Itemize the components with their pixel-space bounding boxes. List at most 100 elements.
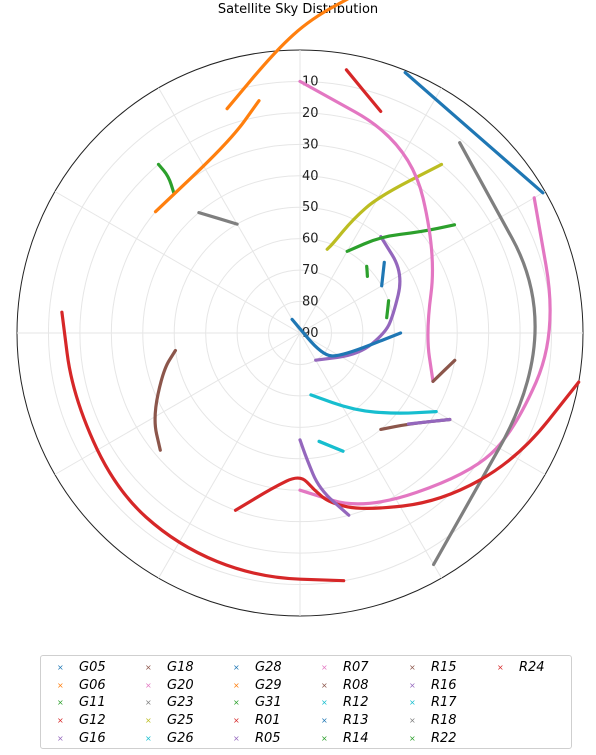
track-R15 (431, 358, 457, 383)
grid-spoke (158, 332, 301, 579)
legend-item: × R01 (229, 712, 317, 730)
legend-marker: × (409, 716, 416, 726)
radial-tick-label: 40 (302, 169, 319, 184)
legend-marker: × (145, 680, 152, 690)
track-R05 (298, 438, 351, 517)
legend-marker: × (57, 680, 64, 690)
legend-label: R01 (255, 713, 281, 729)
legend-item: × R07 (317, 659, 405, 677)
legend-item: × R22 (405, 729, 493, 747)
track-R14 (365, 264, 369, 278)
track-G26 (309, 393, 438, 415)
legend-marker: × (409, 733, 416, 743)
legend-label: R14 (343, 730, 369, 746)
legend-item: × G18 (141, 659, 229, 677)
legend-item: × G23 (141, 694, 229, 712)
legend-marker: × (321, 680, 328, 690)
legend-item: × G06 (53, 677, 141, 695)
legend-item: × R24 (493, 659, 581, 677)
grid-spoke (54, 332, 301, 475)
legend-label: R08 (343, 677, 369, 693)
legend-label: G29 (255, 677, 282, 693)
legend-item: × G25 (141, 712, 229, 730)
track-G29 (153, 99, 261, 214)
legend-label: R12 (343, 695, 369, 711)
track-R18 (197, 211, 239, 226)
legend-marker: × (57, 663, 64, 673)
legend-label: R17 (431, 695, 457, 711)
legend-marker: × (233, 698, 240, 708)
track-G11 (156, 162, 176, 195)
legend-label: G23 (167, 695, 194, 711)
legend-marker: × (321, 716, 328, 726)
legend-label: R07 (343, 660, 369, 676)
legend-label: G20 (167, 677, 194, 693)
legend-label: R18 (431, 713, 457, 729)
radial-tick-label: 30 (302, 137, 319, 152)
legend-marker: × (145, 716, 152, 726)
radial-tick-label: 20 (302, 106, 319, 121)
legend-item: × G05 (53, 659, 141, 677)
track-R22 (385, 299, 391, 320)
legend-marker: × (233, 680, 240, 690)
polar-grid (16, 49, 584, 617)
legend-marker: × (321, 733, 328, 743)
legend-marker: × (409, 680, 416, 690)
legend-label: G05 (79, 660, 106, 676)
track-G23 (432, 141, 537, 567)
legend-label: G26 (167, 730, 194, 746)
legend-label: G25 (167, 713, 194, 729)
grid-spoke (54, 191, 301, 334)
legend-item: × R12 (317, 694, 405, 712)
legend-marker: × (321, 698, 328, 708)
legend-item: × G16 (53, 729, 141, 747)
legend-label: R24 (519, 660, 545, 676)
legend-marker: × (145, 663, 152, 673)
legend-item: × R17 (405, 694, 493, 712)
track-G28 (290, 317, 403, 358)
legend-label: G16 (79, 730, 106, 746)
legend-marker: × (233, 716, 240, 726)
legend-marker: × (57, 733, 64, 743)
legend-item: × R13 (317, 712, 405, 730)
grid-spoke (299, 87, 442, 334)
grid-spoke (299, 332, 442, 579)
legend-marker: × (409, 698, 416, 708)
legend-item: × G29 (229, 677, 317, 695)
legend-item: × R16 (405, 677, 493, 695)
legend-label: R05 (255, 730, 281, 746)
track-G31 (345, 223, 457, 253)
legend-item: × G31 (229, 694, 317, 712)
legend-label: R16 (431, 677, 457, 693)
legend-label: G11 (79, 695, 106, 711)
legend-item: × G26 (141, 729, 229, 747)
track-G18 (153, 348, 177, 452)
legend-item: × G20 (141, 677, 229, 695)
legend-marker: × (145, 698, 152, 708)
legend-label: R15 (431, 660, 457, 676)
legend-item: × G12 (53, 712, 141, 730)
legend-item: × R14 (317, 729, 405, 747)
legend-label: G28 (255, 660, 282, 676)
legend-marker: × (409, 663, 416, 673)
legend-label: R13 (343, 713, 369, 729)
legend-marker: × (497, 663, 504, 673)
legend-label: G18 (167, 660, 194, 676)
legend-label: G31 (255, 695, 282, 711)
legend-marker: × (57, 716, 64, 726)
legend-label: R22 (431, 730, 457, 746)
track-G20 (298, 196, 552, 506)
legend-marker: × (57, 698, 64, 708)
legend-label: G12 (79, 713, 106, 729)
track-G12 (60, 310, 346, 583)
radial-tick-label: 80 (302, 295, 319, 310)
radial-tick-label: 70 (302, 263, 319, 278)
legend-marker: × (233, 663, 240, 673)
legend-marker: × (321, 663, 328, 673)
legend-label: G06 (79, 677, 106, 693)
track-R17 (317, 439, 345, 453)
track-R16 (406, 417, 452, 426)
legend-item: × R15 (405, 659, 493, 677)
